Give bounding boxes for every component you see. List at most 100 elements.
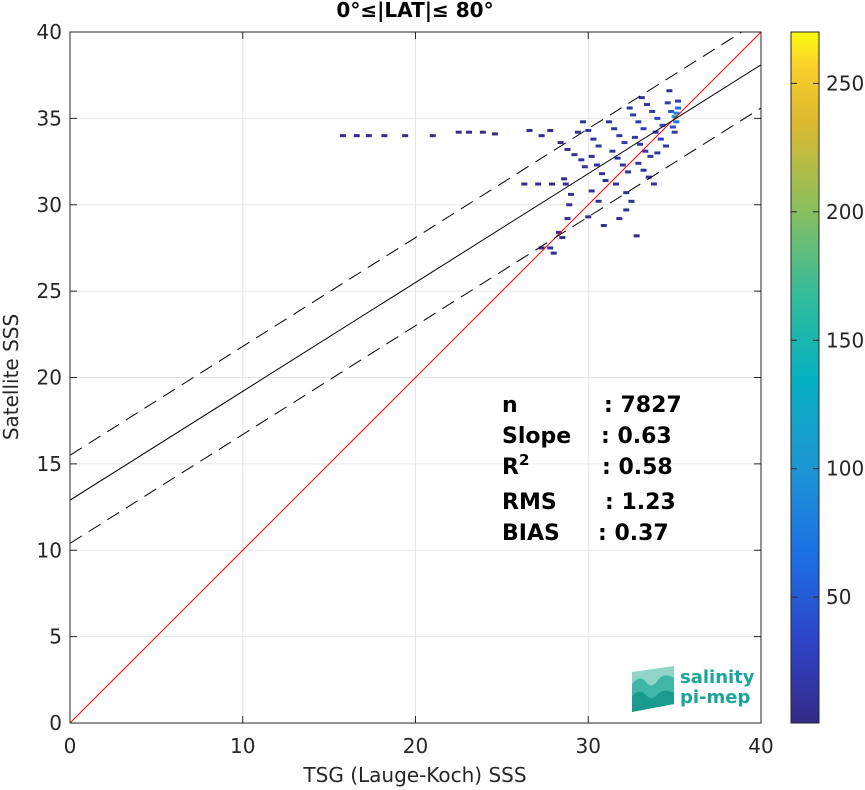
density-cell (640, 168, 647, 172)
density-cell (616, 217, 623, 221)
density-cell (600, 223, 607, 227)
stat-superscript: 2 (519, 451, 529, 469)
density-cell (638, 96, 645, 100)
density-cell (654, 116, 661, 120)
density-cell (671, 130, 678, 134)
density-cell (642, 149, 649, 153)
density-cell (574, 130, 581, 134)
y-tick-label: 35 (37, 106, 62, 130)
series-line (70, 32, 743, 456)
y-tick-label: 40 (37, 20, 62, 44)
density-cell (609, 149, 616, 153)
density-cell (588, 154, 595, 158)
density-cell (550, 251, 557, 255)
density-cell (637, 142, 644, 146)
stat-value: : 0.37 (598, 521, 669, 546)
density-cell (547, 246, 554, 250)
colorbar-tick-label: 250 (826, 71, 864, 95)
density-cell (631, 135, 638, 139)
density-cells (339, 89, 682, 255)
reference-lines (70, 32, 761, 723)
density-cell (675, 106, 682, 110)
density-cell (538, 246, 545, 250)
stat-label: BIAS (502, 521, 560, 546)
density-cell (595, 199, 602, 203)
density-cell (491, 132, 498, 136)
density-cell (580, 120, 587, 124)
density-cell (616, 134, 623, 138)
density-cell (548, 182, 555, 186)
density-cell (590, 137, 597, 141)
logo-line1: salinity (680, 667, 755, 688)
density-cell (593, 163, 600, 167)
density-cell (643, 103, 650, 107)
colorbar-tick-label: 150 (826, 328, 864, 352)
x-tick-label: 10 (230, 734, 255, 758)
density-cell (402, 134, 409, 138)
x-tick-label: 40 (748, 734, 773, 758)
density-cell (567, 192, 574, 196)
density-cell (521, 182, 528, 186)
colorbar (790, 31, 820, 724)
density-cell (624, 170, 631, 174)
logo-line2: pi-mep (680, 687, 750, 708)
density-cell (635, 161, 642, 165)
x-tick-label: 30 (576, 734, 601, 758)
density-cell (650, 182, 657, 186)
density-cell (628, 199, 635, 203)
density-cell (645, 175, 652, 179)
series-line (70, 107, 761, 544)
density-cell (561, 177, 568, 181)
density-cell (621, 141, 628, 145)
series-line (70, 32, 761, 723)
colorbar-tick-label: 50 (826, 585, 851, 609)
density-cell (668, 109, 675, 113)
y-tick-label: 30 (37, 193, 62, 217)
density-cell (547, 128, 554, 132)
density-cell (666, 89, 673, 93)
stat-label: Slope (502, 424, 571, 449)
density-cell (555, 230, 562, 234)
density-cell (585, 215, 592, 219)
density-cell (429, 134, 436, 138)
density-cell (654, 151, 661, 155)
density-cell (635, 120, 642, 124)
x-axis-label: TSG (Lauge-Koch) SSS (302, 763, 526, 787)
density-cell (562, 182, 569, 186)
density-cell (538, 134, 545, 138)
density-cell (669, 125, 676, 129)
density-cell (602, 179, 609, 183)
density-cell (557, 141, 564, 145)
density-cell (581, 165, 588, 169)
axis-ticks: 0 10 20 30 40 0 5 10 15 20 25 30 35 40 (37, 20, 774, 758)
density-cell (623, 208, 630, 212)
density-cell (559, 236, 566, 240)
density-cell (595, 144, 602, 148)
density-cell (673, 120, 680, 124)
colorbar-ticks: 50 100 150 200 250 (791, 71, 864, 609)
y-tick-label: 10 (37, 538, 62, 562)
density-cell (649, 109, 656, 113)
colorbar-tick-label: 100 (826, 457, 864, 481)
stat-label: n (502, 393, 518, 418)
density-cell (675, 99, 682, 103)
density-cell (381, 134, 388, 138)
y-tick-label: 0 (49, 711, 62, 735)
wave-logo-icon (632, 666, 674, 712)
y-tick-label: 15 (37, 452, 62, 476)
density-cell (612, 182, 619, 186)
density-cell (466, 130, 473, 134)
y-tick-label: 20 (37, 366, 62, 390)
density-cell (578, 158, 585, 162)
salinity-pi-mep-logo: salinity pi-mep (632, 666, 755, 712)
x-tick-label: 20 (403, 734, 428, 758)
y-tick-label: 5 (49, 625, 62, 649)
density-cell (526, 128, 533, 132)
density-cell (571, 153, 578, 157)
density-cell (585, 128, 592, 132)
density-cell (623, 191, 630, 195)
density-cell (671, 115, 678, 119)
density-cell (630, 113, 637, 117)
